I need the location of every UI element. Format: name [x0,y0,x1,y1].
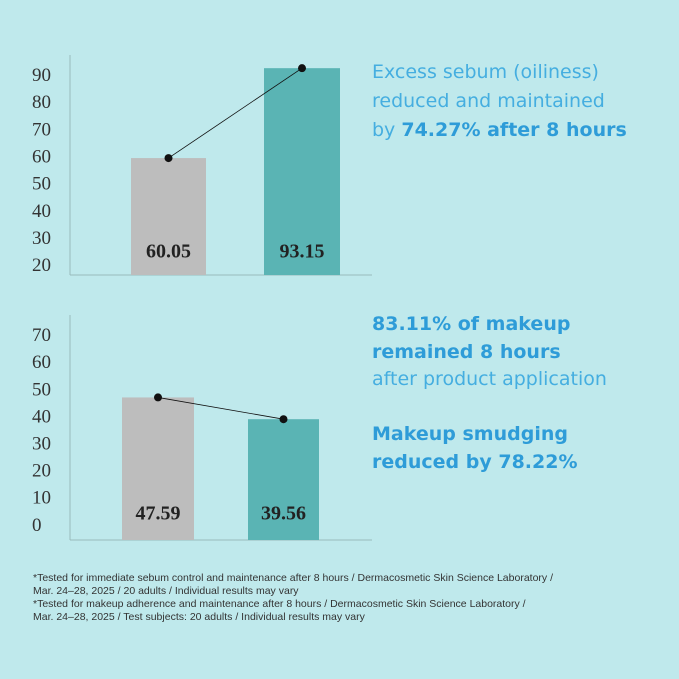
caption-line: reduced and maintained [372,90,605,112]
caption-text: remained 8 hours [372,341,561,363]
caption-line: after product application [372,368,607,390]
caption-line: Excess sebum (oiliness) [372,61,599,83]
trend-line [157,397,284,420]
footnote: *Tested for immediate sebum control and … [33,572,553,584]
caption-text: 83.11% of makeup [372,313,570,335]
footnote: Mar. 24–28, 2025 / Test subjects: 20 adu… [33,611,366,623]
caption-text: by [372,119,401,141]
trend-dot [298,64,306,73]
caption-text: reduced and maintained [372,90,605,112]
bar [122,397,194,540]
caption-text: Excess sebum (oiliness) [372,61,599,83]
value-label: 39.56 [261,503,306,525]
y-tick-label: 40 [32,406,51,427]
caption-text: reduced by 78.22% [372,451,577,473]
caption-line: by 74.27% after 8 hours [372,119,627,141]
caption-text: Makeup smudging [372,423,568,445]
y-tick-label: 70 [32,325,51,346]
y-tick-label: 60 [32,147,51,168]
y-tick-label: 50 [32,174,51,195]
trend-dot [164,154,173,163]
y-tick-label: 10 [32,488,51,509]
trend-dot [279,415,288,424]
y-tick-label: 40 [32,201,51,222]
y-tick-label: 50 [32,379,51,400]
footnote: *Tested for makeup adherence and mainten… [33,598,526,610]
y-tick-label: 70 [32,119,51,140]
caption-line: reduced by 78.22% [372,451,577,473]
y-tick-label: 30 [32,228,51,249]
y-tick-label: 30 [32,433,51,454]
caption-line: remained 8 hours [372,341,561,363]
value-label: 47.59 [136,503,181,525]
bar [131,158,206,275]
caption-line: 83.11% of makeup [372,313,570,335]
bar [264,68,340,275]
caption-text: after product application [372,368,607,390]
trend-dot [154,393,162,402]
y-tick-label: 20 [32,255,51,276]
caption-text: 74.27% after 8 hours [401,119,626,141]
y-tick-label: 90 [32,65,51,86]
y-tick-label: 60 [32,352,51,373]
y-tick-label: 20 [32,461,51,482]
value-label: 93.15 [280,241,325,263]
footnote: Mar. 24–28, 2025 / 20 adults / Individua… [33,585,299,597]
value-label: 60.05 [146,241,191,263]
y-tick-label: 80 [32,92,51,113]
y-tick-label: 0 [32,515,42,536]
trend-line [168,67,303,159]
bar [248,419,319,540]
caption-line: Makeup smudging [372,423,568,445]
